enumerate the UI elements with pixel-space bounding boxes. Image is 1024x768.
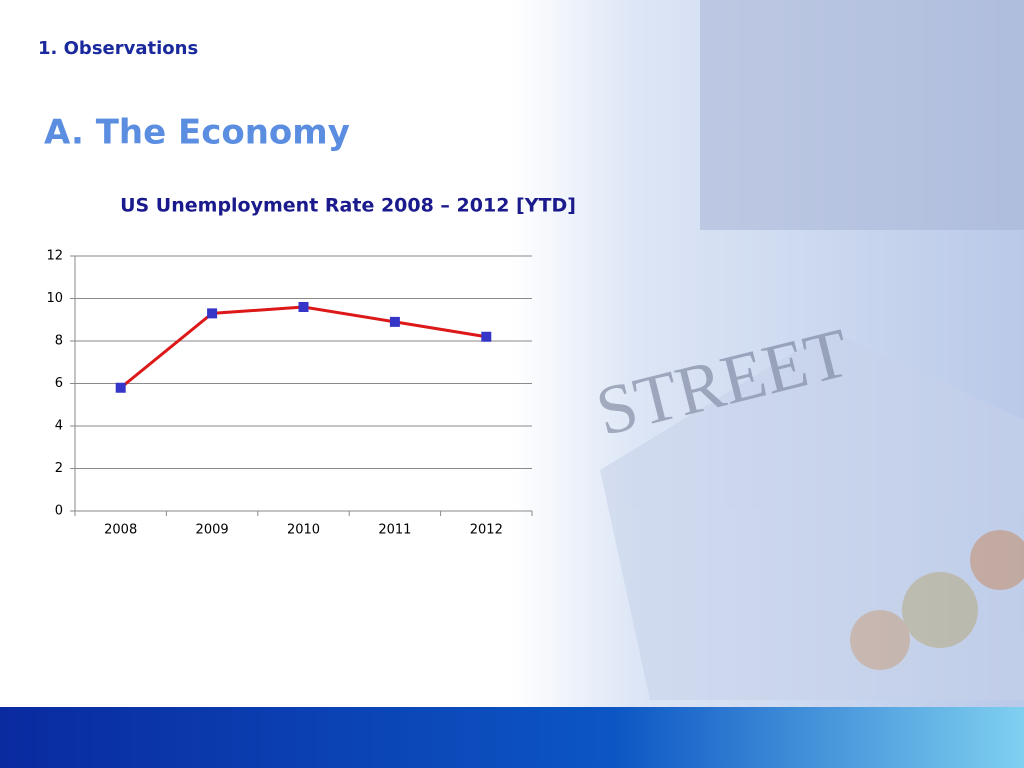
- chart-title: US Unemployment Rate 2008 – 2012 [YTD]: [120, 195, 576, 217]
- y-tick-label: 12: [46, 249, 63, 264]
- data-marker: [207, 308, 218, 319]
- plot: 0 2 4 6 8 10 12 2008 2009 2010 2011 2012: [46, 249, 533, 538]
- slide-heading: A. The Economy: [44, 113, 350, 153]
- x-tick-label: 2011: [378, 523, 411, 538]
- data-marker: [115, 382, 126, 393]
- x-tick-label: 2008: [104, 523, 137, 538]
- data-marker: [298, 302, 309, 312]
- background-photo: STREET: [589, 0, 1024, 700]
- y-tick-label: 10: [46, 291, 63, 306]
- y-tick-label: 2: [55, 461, 63, 476]
- x-tick-label: 2009: [196, 523, 229, 538]
- y-tick-label: 8: [55, 334, 63, 349]
- data-marker: [481, 331, 492, 342]
- y-tick-label: 0: [55, 504, 63, 519]
- data-marker: [389, 316, 400, 327]
- x-tick-label: 2012: [470, 523, 503, 538]
- x-tick-label: 2010: [287, 523, 320, 538]
- y-tick-label: 6: [55, 376, 63, 391]
- footer-band: [0, 707, 1024, 768]
- y-tick-label: 4: [55, 419, 63, 434]
- section-label: 1. Observations: [38, 38, 198, 59]
